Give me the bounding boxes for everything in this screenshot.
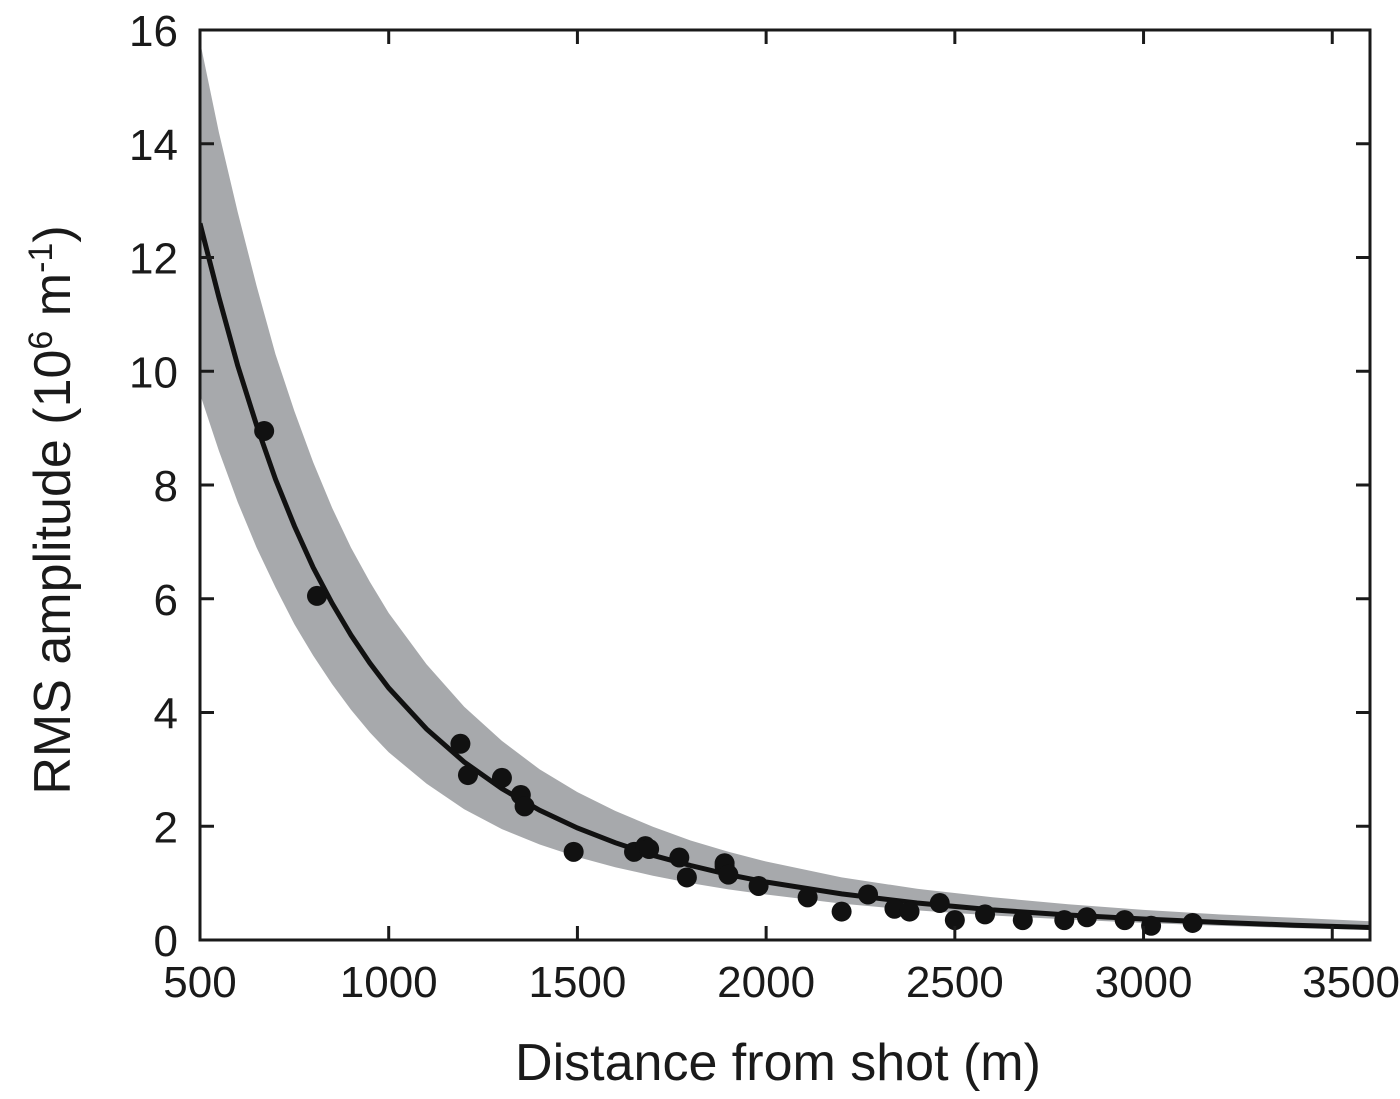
y-axis-title-sup1: 6	[22, 331, 60, 350]
data-point	[491, 767, 512, 788]
y-axis-title-mid: m	[24, 273, 82, 331]
x-tick-label: 1000	[340, 958, 438, 1007]
y-tick-label: 14	[129, 121, 178, 170]
data-point	[1141, 915, 1162, 936]
data-point	[307, 585, 327, 606]
y-axis-title: RMS amplitude (106 m-1)	[22, 225, 82, 794]
x-tick-label: 2000	[717, 958, 815, 1007]
y-tick-label: 6	[154, 576, 178, 625]
fit-curve	[200, 222, 1370, 930]
y-axis-title-end: )	[24, 225, 82, 242]
data-point	[975, 904, 996, 925]
y-tick-label: 16	[129, 7, 178, 56]
x-tick-label: 3500	[1302, 958, 1400, 1007]
data-point	[254, 420, 275, 441]
data-points	[254, 420, 1203, 936]
y-tick-label: 8	[154, 462, 178, 511]
data-point	[639, 839, 660, 859]
data-point	[944, 910, 965, 931]
data-point	[457, 765, 478, 786]
data-point	[718, 864, 739, 885]
x-tick-label: 3000	[1095, 958, 1193, 1007]
y-tick-label: 0	[154, 917, 178, 966]
data-point	[676, 867, 697, 888]
y-tick-label: 4	[154, 690, 178, 739]
y-axis-title-main: RMS amplitude (10	[24, 350, 82, 795]
y-tick-label: 10	[129, 348, 178, 397]
data-point	[1012, 910, 1033, 931]
data-point	[899, 901, 920, 922]
data-point	[1114, 910, 1135, 931]
x-tick-labels: 500 1000 1500 2000 2500 3000 3500	[163, 958, 1400, 1007]
data-point	[514, 796, 535, 817]
data-point	[669, 847, 690, 868]
y-tick-labels: 0 2 4 6 8 10 12 14 16	[129, 7, 178, 966]
x-tick-label: 1500	[528, 958, 626, 1007]
x-tick-label: 500	[163, 958, 236, 1007]
data-point	[563, 841, 584, 862]
y-tick-label: 12	[129, 235, 178, 284]
data-point	[450, 733, 471, 754]
data-point	[884, 898, 905, 919]
data-point	[929, 893, 950, 914]
axis-ticks	[198, 28, 1370, 942]
y-axis-title-sup2: -1	[22, 243, 60, 273]
data-point	[858, 884, 879, 905]
plot-frame	[198, 28, 1372, 942]
x-tick-label: 2500	[906, 958, 1004, 1007]
y-tick-label: 2	[154, 803, 178, 852]
data-point	[797, 887, 818, 908]
x-axis-title: Distance from shot (m)	[515, 1034, 1041, 1092]
confidence-band	[200, 41, 1370, 930]
data-point	[1076, 907, 1097, 928]
data-point	[748, 875, 769, 896]
data-point	[1054, 910, 1075, 931]
data-point	[1182, 912, 1203, 933]
data-point	[831, 901, 852, 922]
